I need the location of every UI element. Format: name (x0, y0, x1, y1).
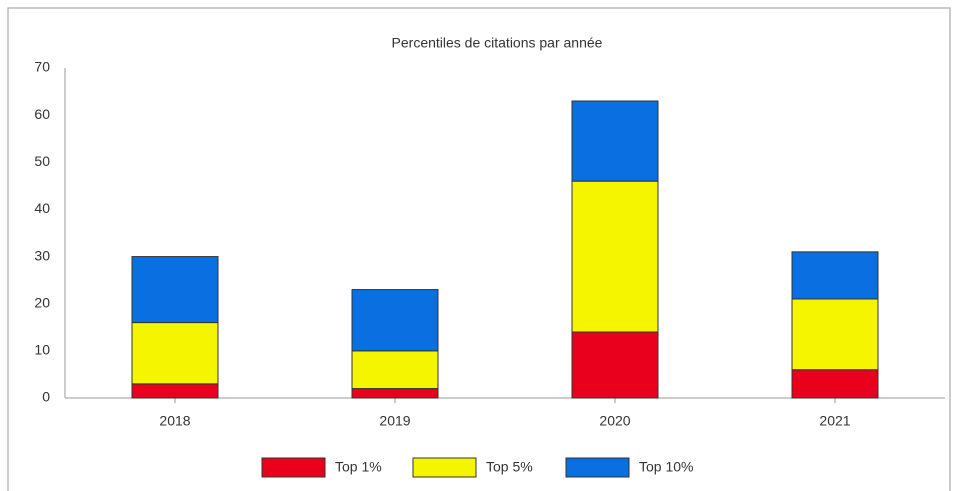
y-tick-label: 50 (34, 153, 50, 169)
bar-segment (351, 289, 439, 352)
bar-segment (351, 388, 439, 399)
x-tick-label: 2021 (819, 413, 850, 429)
legend-label: Top 5% (486, 459, 533, 475)
bar-segment (791, 369, 879, 399)
y-tick-label: 40 (34, 200, 50, 216)
chart-frame (7, 7, 951, 491)
chart-title: Percentiles de citations par année (392, 35, 603, 51)
legend-label: Top 1% (335, 459, 382, 475)
y-tick-label: 0 (42, 389, 50, 405)
bar-segment (571, 331, 659, 399)
x-tick-label: 2020 (599, 413, 630, 429)
bar-segment (791, 251, 879, 300)
legend-swatch (412, 457, 477, 478)
legend-label: Top 10% (639, 459, 693, 475)
bar-segment (571, 180, 659, 333)
legend-swatch (261, 457, 326, 478)
y-tick-label: 20 (34, 294, 50, 310)
y-tick-label: 60 (34, 106, 50, 122)
bar-segment (131, 383, 219, 399)
y-tick-label: 70 (34, 59, 50, 75)
bar-segment (791, 298, 879, 371)
bar-segment (131, 256, 219, 324)
y-tick-label: 10 (34, 342, 50, 358)
x-tick-label: 2018 (159, 413, 190, 429)
legend-swatch (565, 457, 630, 478)
bar-segment (571, 100, 659, 182)
bar-segment (351, 350, 439, 390)
x-tick-label: 2019 (379, 413, 410, 429)
y-tick-label: 30 (34, 247, 50, 263)
bar-segment (131, 322, 219, 385)
